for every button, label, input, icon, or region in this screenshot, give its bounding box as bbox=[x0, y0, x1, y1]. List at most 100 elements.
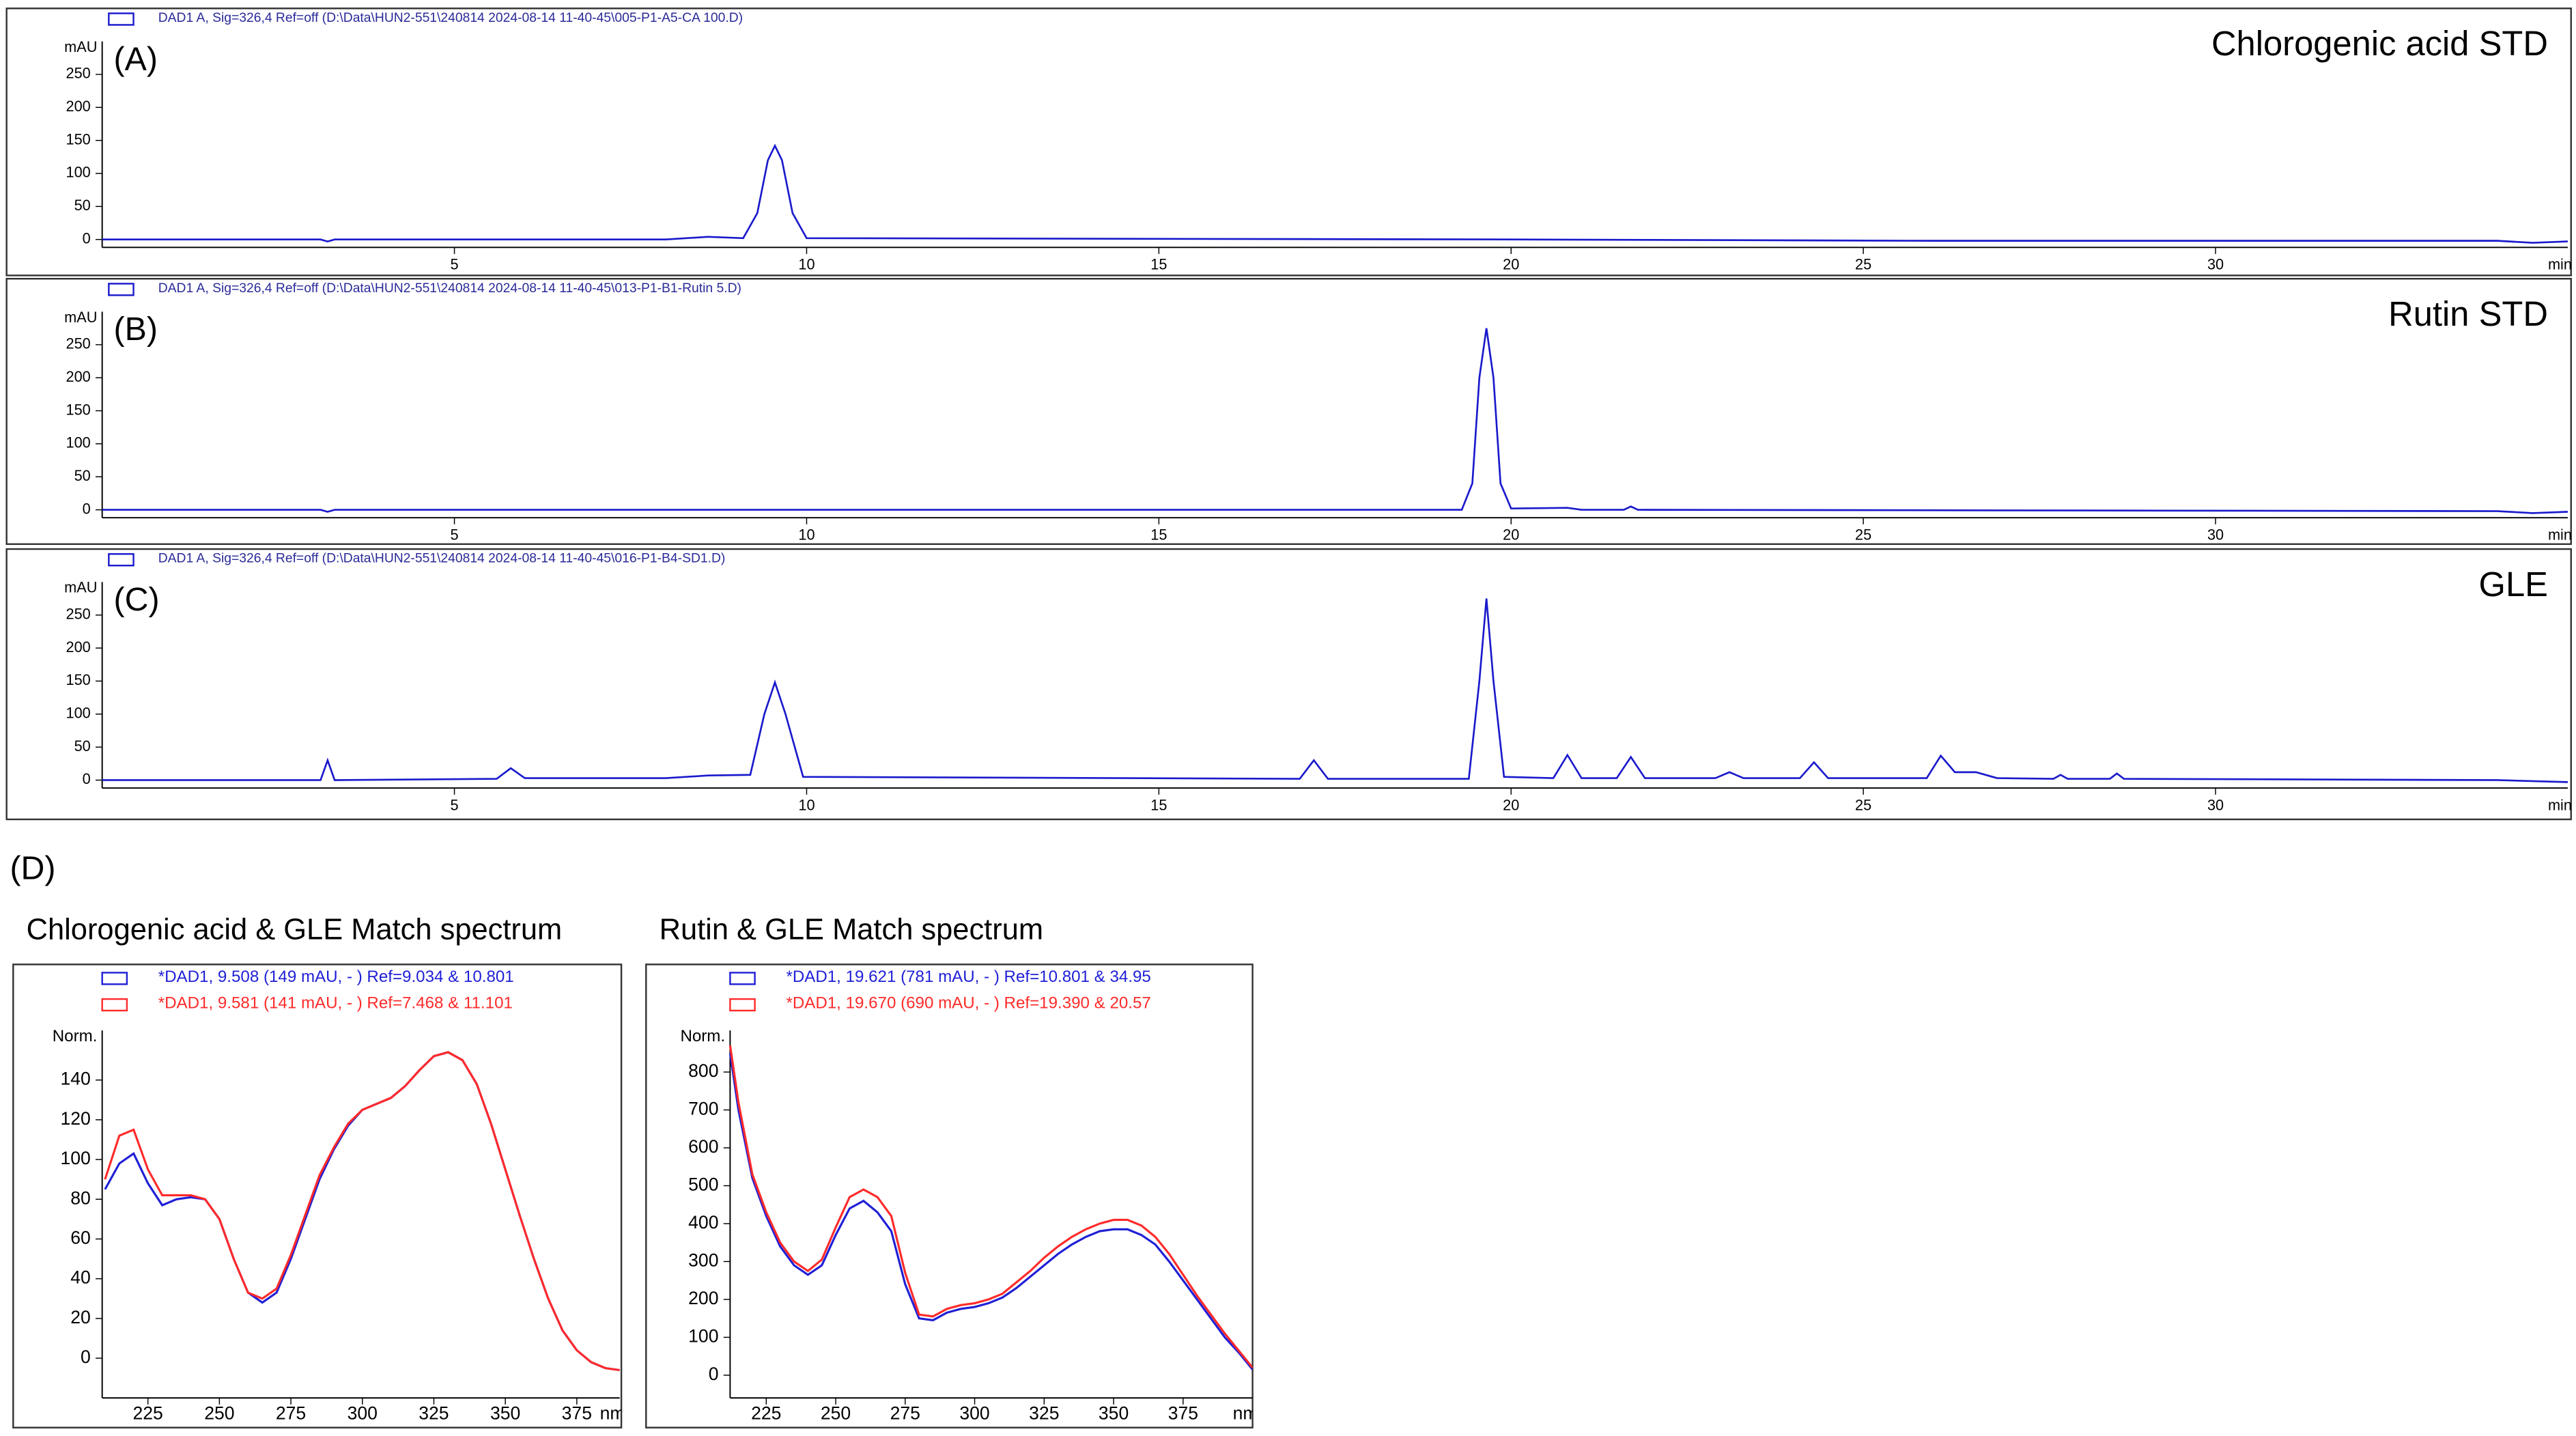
y-tick-label: 0 bbox=[83, 500, 91, 517]
y-tick-label: 200 bbox=[66, 98, 91, 115]
y-axis-label: mAU bbox=[64, 38, 97, 55]
y-tick-label: 0 bbox=[83, 770, 91, 787]
x-tick-label: 250 bbox=[204, 1403, 234, 1423]
panel-box bbox=[5, 548, 2572, 821]
y-tick-label: 250 bbox=[66, 65, 91, 82]
x-axis-label: min bbox=[2548, 526, 2572, 543]
panel: 0 50 100 150 200 250 5 10 15 20 25 30 mAU min DAD1 A, … bbox=[64, 281, 2572, 544]
x-tick-label: 350 bbox=[1099, 1403, 1129, 1423]
y-tick-label: 100 bbox=[66, 705, 91, 722]
x-tick-label: 30 bbox=[2207, 526, 2224, 543]
x-tick-label: 250 bbox=[821, 1403, 851, 1423]
y-tick-label: 50 bbox=[74, 467, 91, 484]
x-tick-label: 5 bbox=[451, 256, 459, 273]
y-tick-label: 0 bbox=[81, 1347, 91, 1367]
x-tick-label: 10 bbox=[798, 256, 815, 273]
legend-swatch bbox=[729, 972, 756, 985]
panel: 0 20 40 60 80 100 120 140 225 250 275 300 325 350 375 N… bbox=[53, 968, 621, 1423]
x-tick-label: 375 bbox=[562, 1403, 592, 1423]
series-line bbox=[728, 1053, 1253, 1370]
panel-box bbox=[5, 8, 2572, 277]
series-line bbox=[102, 328, 2568, 514]
x-tick-label: 15 bbox=[1150, 256, 1167, 273]
legend-swatch bbox=[729, 998, 756, 1012]
legend-label: *DAD1, 19.670 (690 mAU, - ) Ref=19.390 &… bbox=[786, 994, 1150, 1013]
y-tick-label: 150 bbox=[66, 130, 91, 147]
y-tick-label: 50 bbox=[74, 197, 91, 214]
x-tick-label: 300 bbox=[348, 1403, 378, 1423]
x-axis-label: min bbox=[2548, 256, 2572, 273]
x-tick-label: 325 bbox=[1029, 1403, 1059, 1423]
y-tick-label: 150 bbox=[66, 671, 91, 688]
legend-label: DAD1 A, Sig=326,4 Ref=off (D:\Data\HUN2-… bbox=[158, 281, 741, 296]
y-tick-label: 100 bbox=[66, 434, 91, 451]
y-tick-label: 100 bbox=[60, 1148, 90, 1168]
panel: 0 100 200 300 400 500 600 700 800 225 250 275 300 325… bbox=[680, 968, 1258, 1423]
x-axis-label: nm bbox=[1233, 1403, 1258, 1423]
panel-box bbox=[5, 277, 2572, 546]
chart-title: GLE bbox=[2479, 565, 2548, 604]
y-tick-label: 200 bbox=[66, 638, 91, 656]
panel-label: (B) bbox=[114, 311, 158, 348]
chart-title: Chlorogenic acid STD bbox=[2211, 24, 2548, 63]
panel: 0 50 100 150 200 250 5 10 15 20 25 30 mAU min DAD1 A, … bbox=[64, 11, 2572, 273]
legend-label: *DAD1, 19.621 (781 mAU, - ) Ref=10.801 &… bbox=[786, 968, 1150, 986]
x-tick-label: 325 bbox=[419, 1403, 449, 1423]
x-tick-label: 5 bbox=[451, 796, 459, 813]
x-tick-label: 300 bbox=[959, 1403, 989, 1423]
y-axis-label: Norm. bbox=[680, 1027, 725, 1045]
legend-label: *DAD1, 9.581 (141 mAU, - ) Ref=7.468 & 1… bbox=[158, 994, 513, 1013]
y-tick-label: 300 bbox=[688, 1250, 718, 1270]
legend-label: DAD1 A, Sig=326,4 Ref=off (D:\Data\HUN2-… bbox=[158, 552, 726, 566]
y-tick-label: 80 bbox=[70, 1187, 91, 1208]
series-line bbox=[104, 1051, 620, 1372]
x-tick-label: 25 bbox=[1855, 256, 1871, 273]
x-tick-label: 225 bbox=[751, 1403, 781, 1423]
y-tick-label: 50 bbox=[74, 737, 91, 755]
chart-title: Rutin STD bbox=[2388, 294, 2548, 333]
legend-swatch bbox=[108, 553, 135, 567]
legend-swatch bbox=[108, 12, 135, 26]
x-tick-label: 15 bbox=[1150, 526, 1167, 543]
x-tick-label: 10 bbox=[798, 796, 815, 813]
x-tick-label: 25 bbox=[1855, 526, 1871, 543]
y-tick-label: 100 bbox=[688, 1325, 718, 1346]
y-tick-label: 600 bbox=[688, 1136, 718, 1157]
x-tick-label: 10 bbox=[798, 526, 815, 543]
x-tick-label: 20 bbox=[1503, 796, 1519, 813]
y-tick-label: 40 bbox=[70, 1267, 91, 1288]
y-tick-label: 500 bbox=[688, 1174, 718, 1194]
panel-label: (A) bbox=[114, 40, 158, 77]
y-tick-label: 800 bbox=[688, 1060, 718, 1081]
legend-label: DAD1 A, Sig=326,4 Ref=off (D:\Data\HUN2-… bbox=[158, 11, 743, 25]
x-tick-label: 350 bbox=[490, 1403, 520, 1423]
panel-box bbox=[645, 963, 1254, 1428]
x-tick-label: 30 bbox=[2207, 256, 2224, 273]
x-tick-label: 20 bbox=[1503, 526, 1519, 543]
legend-swatch bbox=[101, 998, 128, 1012]
x-tick-label: 275 bbox=[276, 1403, 306, 1423]
legend-swatch bbox=[101, 972, 128, 985]
panel-box bbox=[12, 963, 623, 1428]
y-tick-label: 250 bbox=[66, 605, 91, 622]
x-tick-label: 5 bbox=[451, 526, 459, 543]
x-tick-label: 225 bbox=[133, 1403, 163, 1423]
panel-label: (C) bbox=[114, 581, 160, 618]
y-tick-label: 20 bbox=[70, 1307, 91, 1327]
legend-swatch bbox=[108, 283, 135, 296]
series-line bbox=[102, 143, 2568, 244]
y-tick-label: 200 bbox=[66, 368, 91, 385]
x-tick-label: 30 bbox=[2207, 796, 2224, 813]
y-tick-label: 700 bbox=[688, 1099, 718, 1119]
chart-title: Chlorogenic acid & GLE Match spectrum bbox=[27, 914, 563, 946]
legend-label: *DAD1, 9.508 (149 mAU, - ) Ref=9.034 & 1… bbox=[158, 968, 514, 986]
x-tick-label: 375 bbox=[1168, 1403, 1198, 1423]
y-tick-label: 400 bbox=[688, 1212, 718, 1233]
y-tick-label: 60 bbox=[70, 1227, 91, 1248]
y-axis-label: mAU bbox=[64, 579, 97, 596]
y-axis-label: mAU bbox=[64, 309, 97, 326]
y-tick-label: 250 bbox=[66, 335, 91, 352]
y-axis-label: Norm. bbox=[53, 1027, 98, 1045]
